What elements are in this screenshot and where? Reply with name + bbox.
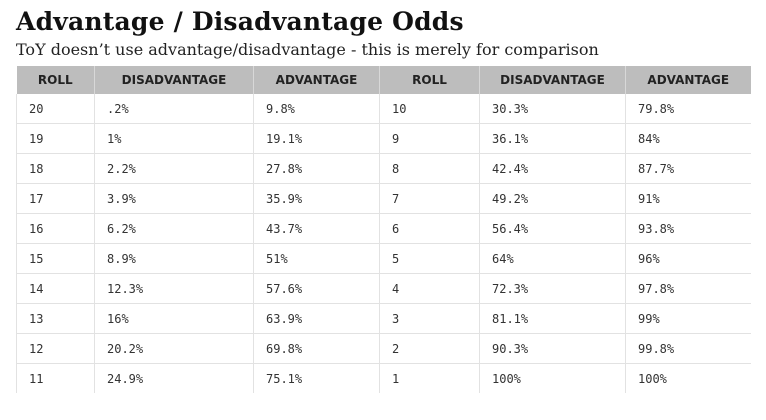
roll-cell: 4 bbox=[379, 273, 480, 304]
advantage-cell: 99.8% bbox=[625, 333, 751, 364]
advantage-cell: 79.8% bbox=[625, 94, 751, 124]
disadvantage-cell: 20.2% bbox=[94, 333, 254, 364]
roll-cell: 2 bbox=[379, 333, 480, 364]
table-row: 15 8.9% 51% 5 64% 96% bbox=[16, 243, 751, 274]
disadvantage-cell: 3.9% bbox=[94, 183, 254, 214]
disadvantage-cell: 8.9% bbox=[94, 243, 254, 274]
roll-cell: 10 bbox=[379, 94, 480, 124]
roll-cell: 19 bbox=[16, 123, 95, 154]
roll-cell: 6 bbox=[379, 213, 480, 244]
table-row: 12 20.2% 69.8% 2 90.3% 99.8% bbox=[16, 333, 751, 364]
page-title: Advantage / Disadvantage Odds bbox=[16, 7, 464, 36]
disadvantage-cell: .2% bbox=[94, 94, 254, 124]
roll-cell: 9 bbox=[379, 123, 480, 154]
roll-cell: 20 bbox=[16, 94, 95, 124]
column-header-roll: ROLL bbox=[16, 66, 95, 94]
roll-cell: 15 bbox=[16, 243, 95, 274]
advantage-cell: 63.9% bbox=[253, 303, 380, 334]
advantage-cell: 9.8% bbox=[253, 94, 380, 124]
column-header-roll: ROLL bbox=[379, 66, 480, 94]
advantage-cell: 19.1% bbox=[253, 123, 380, 154]
column-header-advantage: ADVANTAGE bbox=[253, 66, 380, 94]
roll-cell: 5 bbox=[379, 243, 480, 274]
disadvantage-cell: 56.4% bbox=[479, 213, 626, 244]
advantage-cell: 100% bbox=[625, 363, 751, 393]
advantage-cell: 96% bbox=[625, 243, 751, 274]
advantage-cell: 87.7% bbox=[625, 153, 751, 184]
disadvantage-cell: 36.1% bbox=[479, 123, 626, 154]
advantage-cell: 97.8% bbox=[625, 273, 751, 304]
disadvantage-cell: 49.2% bbox=[479, 183, 626, 214]
disadvantage-cell: 90.3% bbox=[479, 333, 626, 364]
roll-cell: 14 bbox=[16, 273, 95, 304]
roll-cell: 16 bbox=[16, 213, 95, 244]
advantage-cell: 84% bbox=[625, 123, 751, 154]
advantage-cell: 57.6% bbox=[253, 273, 380, 304]
disadvantage-cell: 6.2% bbox=[94, 213, 254, 244]
advantage-cell: 93.8% bbox=[625, 213, 751, 244]
odds-table: ROLL DISADVANTAGE ADVANTAGE ROLL DISADVA… bbox=[16, 66, 751, 393]
roll-cell: 11 bbox=[16, 363, 95, 393]
table-row: 20.2% 9.8% 10 30.3% 79.8% bbox=[16, 94, 751, 124]
advantage-cell: 75.1% bbox=[253, 363, 380, 393]
roll-cell: 1 bbox=[379, 363, 480, 393]
disadvantage-cell: 42.4% bbox=[479, 153, 626, 184]
table-row: 19 1% 19.1% 9 36.1% 84% bbox=[16, 123, 751, 154]
table-row: 14 12.3% 57.6% 4 72.3% 97.8% bbox=[16, 273, 751, 304]
roll-cell: 8 bbox=[379, 153, 480, 184]
page: Advantage / Disadvantage Odds ToY doesn’… bbox=[16, 7, 751, 393]
roll-cell: 13 bbox=[16, 303, 95, 334]
table-row: 18 2.2% 27.8% 8 42.4% 87.7% bbox=[16, 153, 751, 184]
advantage-cell: 35.9% bbox=[253, 183, 380, 214]
roll-cell: 3 bbox=[379, 303, 480, 334]
advantage-cell: 27.8% bbox=[253, 153, 380, 184]
table-header-row: ROLL DISADVANTAGE ADVANTAGE ROLL DISADVA… bbox=[16, 66, 751, 94]
disadvantage-cell: 30.3% bbox=[479, 94, 626, 124]
advantage-cell: 91% bbox=[625, 183, 751, 214]
advantage-cell: 69.8% bbox=[253, 333, 380, 364]
disadvantage-cell: 100% bbox=[479, 363, 626, 393]
roll-cell: 18 bbox=[16, 153, 95, 184]
disadvantage-cell: 12.3% bbox=[94, 273, 254, 304]
disadvantage-cell: 64% bbox=[479, 243, 626, 274]
roll-cell: 17 bbox=[16, 183, 95, 214]
disadvantage-cell: 72.3% bbox=[479, 273, 626, 304]
disadvantage-cell: 81.1% bbox=[479, 303, 626, 334]
table-row: 17 3.9% 35.9% 7 49.2% 91% bbox=[16, 183, 751, 214]
page-subtitle: ToY doesn’t use advantage/disadvantage -… bbox=[16, 40, 599, 59]
table-row: 11 24.9% 75.1% 1 100% 100% bbox=[16, 363, 751, 393]
disadvantage-cell: 1% bbox=[94, 123, 254, 154]
roll-cell: 7 bbox=[379, 183, 480, 214]
disadvantage-cell: 2.2% bbox=[94, 153, 254, 184]
column-header-disadvantage: DISADVANTAGE bbox=[479, 66, 626, 94]
column-header-advantage: ADVANTAGE bbox=[625, 66, 751, 94]
advantage-cell: 99% bbox=[625, 303, 751, 334]
disadvantage-cell: 24.9% bbox=[94, 363, 254, 393]
advantage-cell: 51% bbox=[253, 243, 380, 274]
roll-cell: 12 bbox=[16, 333, 95, 364]
table-row: 13 16% 63.9% 3 81.1% 99% bbox=[16, 303, 751, 334]
column-header-disadvantage: DISADVANTAGE bbox=[94, 66, 254, 94]
disadvantage-cell: 16% bbox=[94, 303, 254, 334]
table-row: 16 6.2% 43.7% 6 56.4% 93.8% bbox=[16, 213, 751, 244]
table-body: 20.2% 9.8% 10 30.3% 79.8% 19 1% 19.1% 9 36.1% 84% 1… bbox=[16, 94, 751, 393]
advantage-cell: 43.7% bbox=[253, 213, 380, 244]
